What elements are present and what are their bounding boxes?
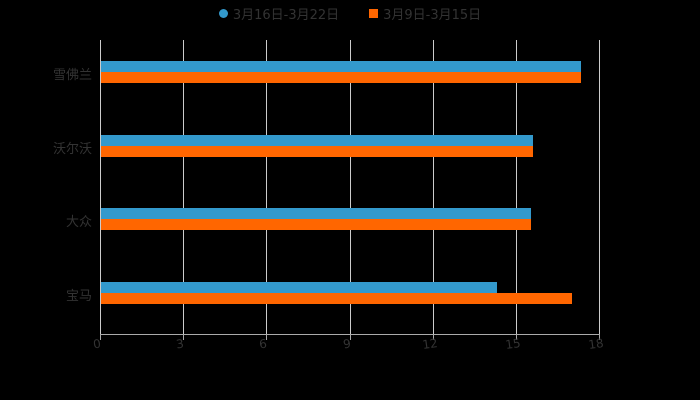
legend-item-series-2[interactable]: 3月9日-3月15日 — [369, 4, 481, 23]
x-tick — [183, 335, 185, 340]
gridline — [515, 40, 517, 335]
category-label: 宝马 — [65, 289, 92, 305]
category-label: 沃尔沃 — [52, 141, 92, 157]
bar-series-1[interactable] — [101, 282, 498, 294]
gridline — [599, 40, 600, 335]
gridline — [266, 40, 268, 335]
legend-label: 3月16日-3月22日 — [232, 7, 340, 23]
y-axis — [100, 40, 101, 335]
bar-series-1[interactable] — [101, 208, 531, 220]
bar-series-1[interactable] — [101, 134, 534, 146]
bar-series-1[interactable] — [101, 60, 581, 72]
legend-label: 3月9日-3月15日 — [383, 7, 482, 23]
category-label: 雪佛兰 — [52, 67, 92, 83]
legend-item-series-1[interactable]: 3月16日-3月22日 — [218, 4, 340, 23]
x-tick-label: 12 — [421, 336, 439, 352]
x-tick-label: 18 — [587, 336, 605, 352]
bar-series-2[interactable] — [101, 145, 534, 157]
chart-legend: 3月16日-3月22日 3月9日-3月15日 — [0, 4, 700, 23]
legend-circle-icon — [218, 8, 228, 18]
bar-series-2[interactable] — [101, 71, 581, 83]
gridline — [432, 40, 434, 335]
x-tick — [515, 335, 517, 340]
x-tick — [349, 335, 351, 340]
x-tick-label: 15 — [504, 336, 522, 352]
category-label: 大众 — [65, 215, 92, 231]
bar-series-2[interactable] — [101, 219, 531, 231]
x-tick — [266, 335, 268, 340]
legend-square-icon — [369, 8, 379, 18]
bar-series-2[interactable] — [101, 293, 573, 305]
x-axis — [100, 334, 600, 335]
gridline — [183, 40, 185, 335]
x-tick-label: 9 — [341, 336, 352, 352]
x-tick — [432, 335, 434, 340]
x-tick — [599, 335, 600, 340]
gridline — [349, 40, 351, 335]
x-tick — [100, 335, 101, 340]
